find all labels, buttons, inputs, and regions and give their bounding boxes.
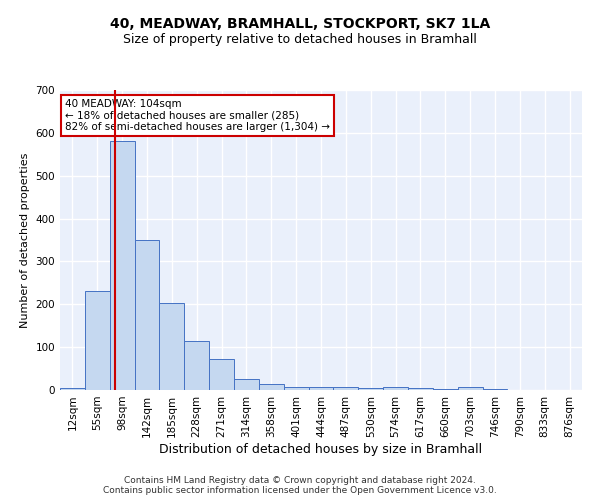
Bar — [209, 359, 234, 390]
Bar — [334, 388, 358, 390]
Bar — [433, 389, 458, 390]
Bar — [110, 142, 134, 390]
Text: Size of property relative to detached houses in Bramhall: Size of property relative to detached ho… — [123, 32, 477, 46]
Bar — [184, 340, 209, 390]
Bar — [482, 389, 508, 390]
X-axis label: Distribution of detached houses by size in Bramhall: Distribution of detached houses by size … — [160, 442, 482, 456]
Bar — [85, 290, 110, 390]
Bar — [458, 388, 482, 390]
Bar — [160, 303, 184, 390]
Text: 40, MEADWAY, BRAMHALL, STOCKPORT, SK7 1LA: 40, MEADWAY, BRAMHALL, STOCKPORT, SK7 1L… — [110, 18, 490, 32]
Y-axis label: Number of detached properties: Number of detached properties — [20, 152, 30, 328]
Bar — [308, 388, 334, 390]
Bar — [134, 240, 160, 390]
Bar — [383, 388, 408, 390]
Text: 40 MEADWAY: 104sqm
← 18% of detached houses are smaller (285)
82% of semi-detach: 40 MEADWAY: 104sqm ← 18% of detached hou… — [65, 99, 330, 132]
Text: Contains HM Land Registry data © Crown copyright and database right 2024.
Contai: Contains HM Land Registry data © Crown c… — [103, 476, 497, 495]
Bar — [259, 384, 284, 390]
Bar — [60, 388, 85, 390]
Bar — [358, 388, 383, 390]
Bar — [284, 386, 308, 390]
Bar — [408, 388, 433, 390]
Bar — [234, 380, 259, 390]
